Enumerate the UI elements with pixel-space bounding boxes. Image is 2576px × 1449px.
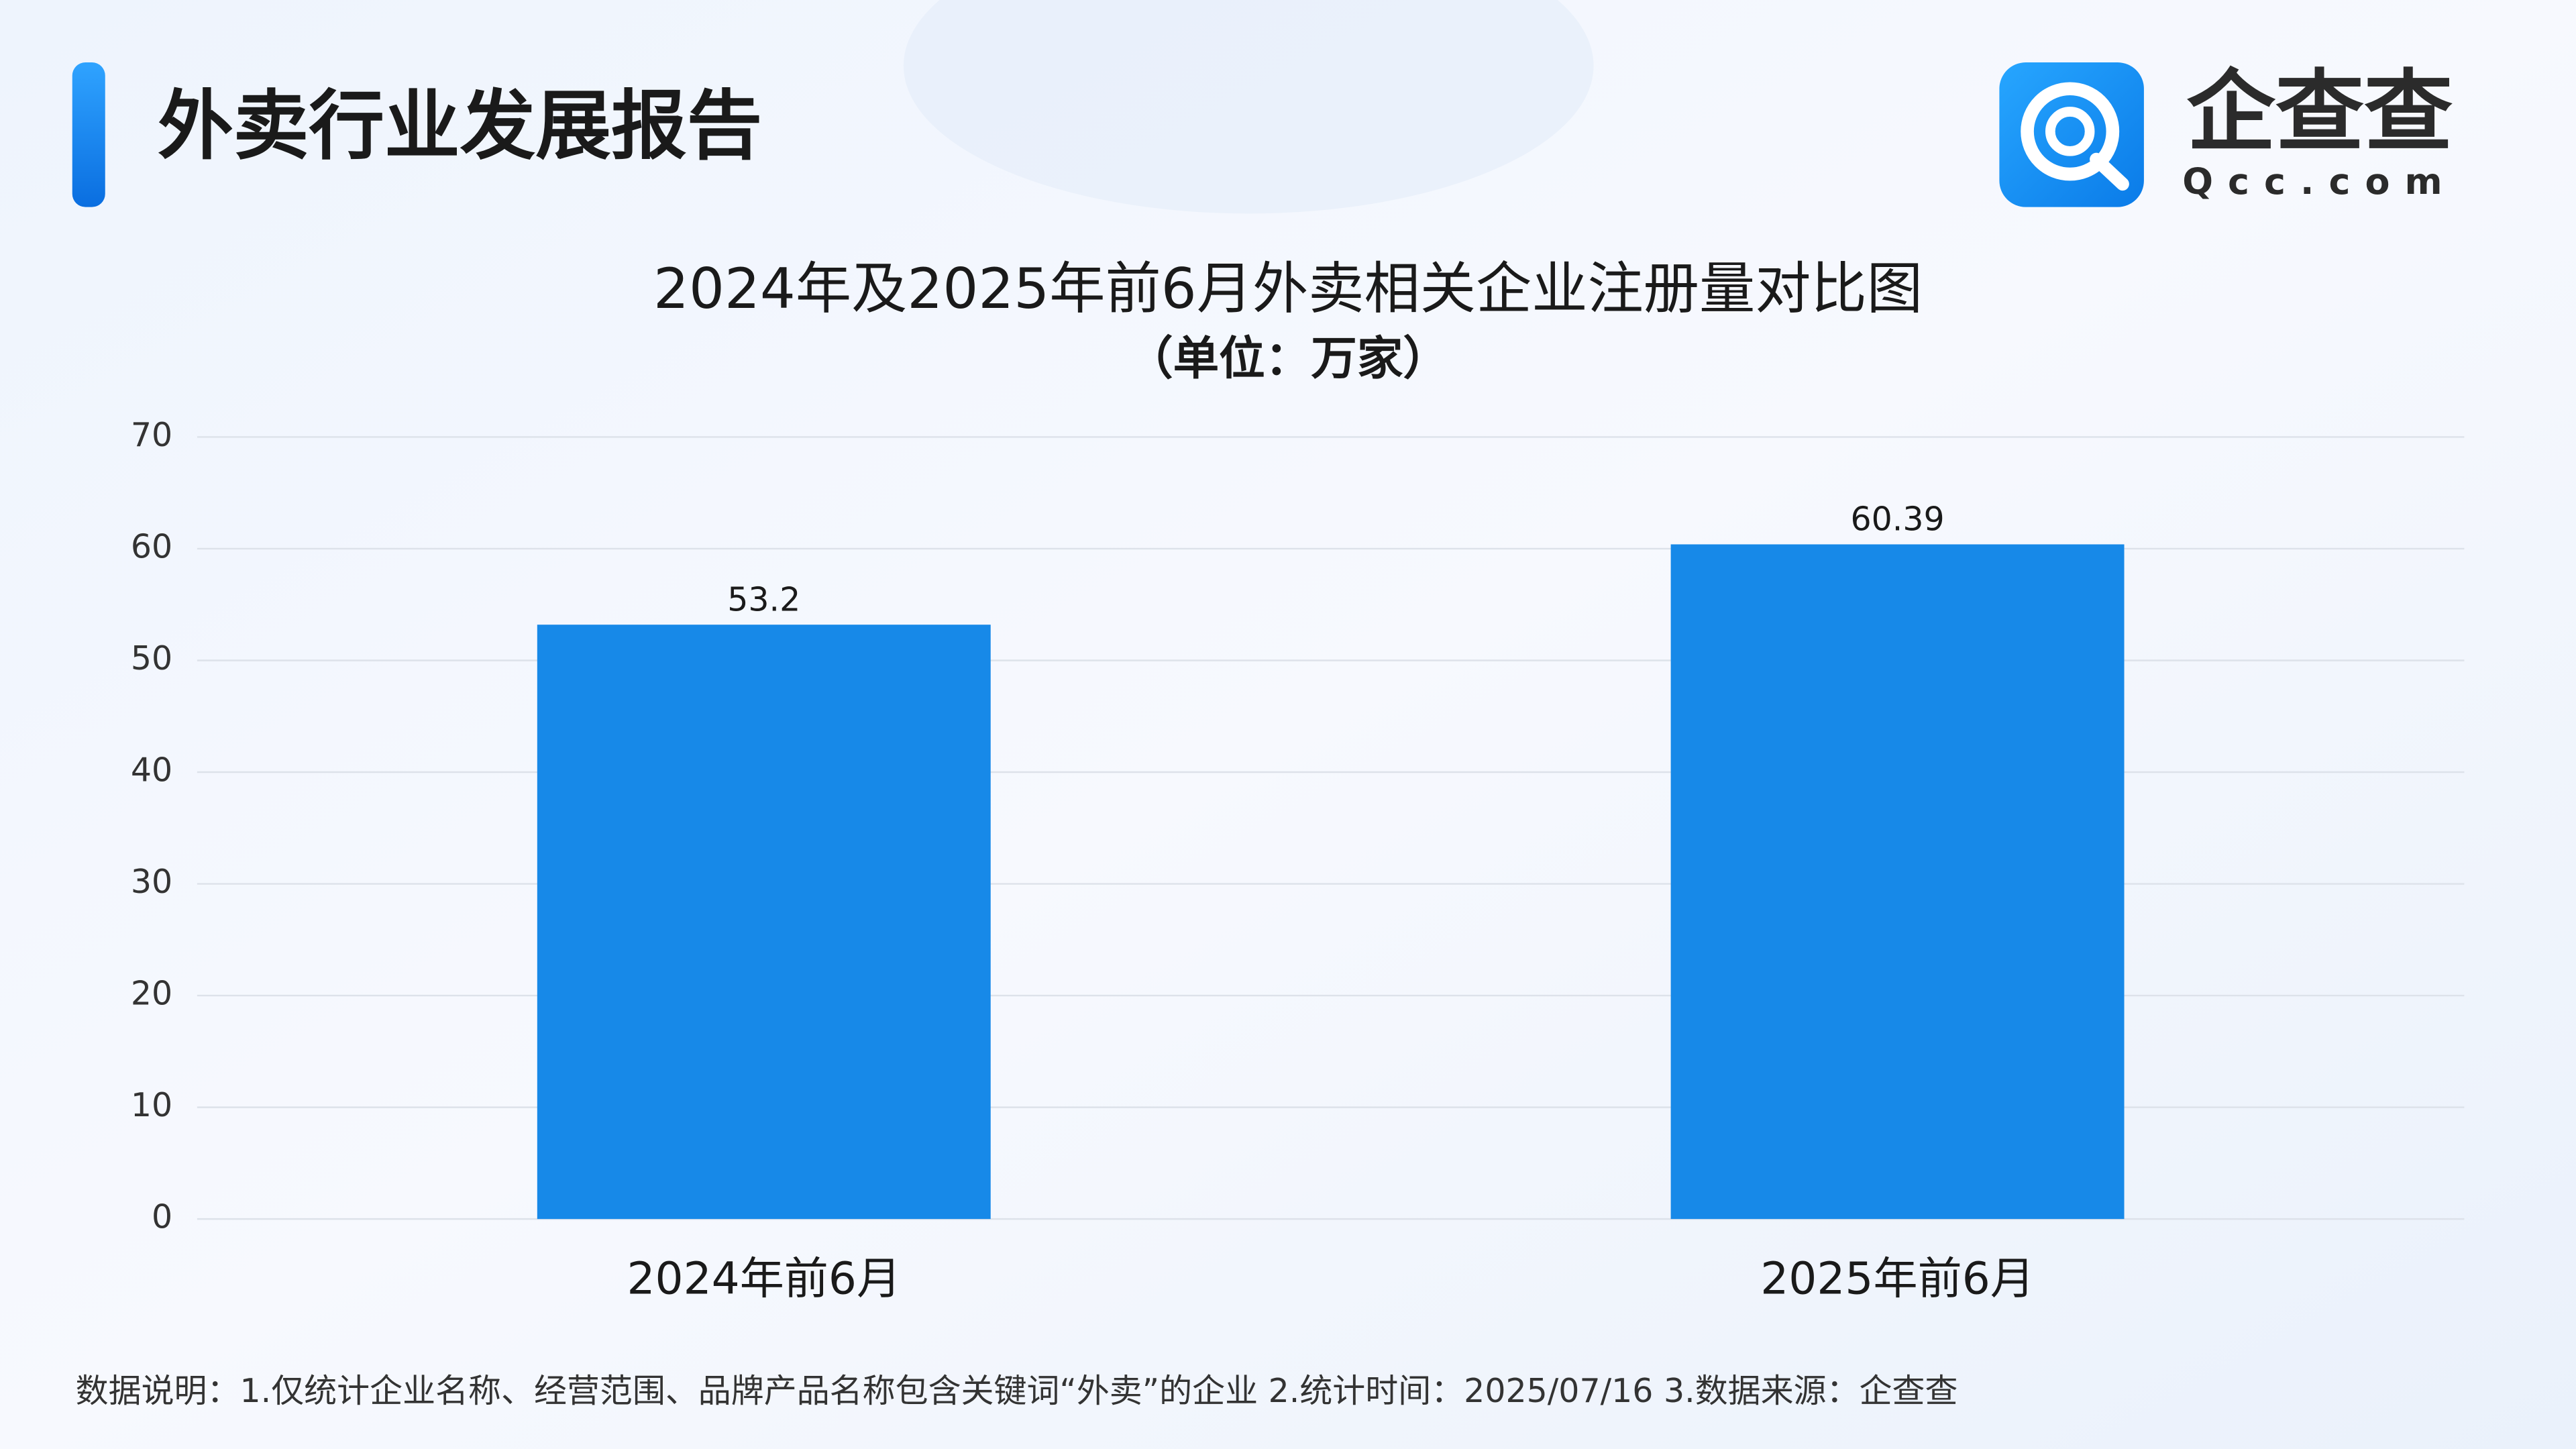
y-tick-label: 10 [131,1086,172,1124]
y-tick-label: 0 [152,1198,172,1236]
logo-domain: Qcc.com [2182,160,2457,203]
y-tick-label: 20 [131,975,172,1013]
value-label: 60.39 [1850,500,1944,539]
logo-icon [2021,82,2120,181]
y-tick-label: 50 [131,639,172,678]
y-tick-label: 40 [131,751,172,790]
chart-subtitle: （单位：万家） [1127,332,1449,386]
decor [904,0,1594,214]
logo-icon [2090,152,2129,191]
x-tick-label: 2025年前6月 [1760,1252,2035,1304]
title-accent [72,62,105,207]
bar [537,625,991,1220]
x-tick-label: 2024年前6月 [627,1252,901,1304]
bar [1670,544,2125,1220]
value-label: 53.2 [727,580,800,619]
y-tick-label: 70 [131,416,172,454]
footnote: 数据说明：1.仅统计企业名称、经营范围、品牌产品名称包含关键词“外卖”的企业 2… [76,1372,1958,1410]
y-tick-label: 60 [131,527,172,566]
logo-name: 企查查 [2187,60,2453,164]
chart-title: 2024年及2025年前6月外卖相关企业注册量对比图 [653,256,1923,321]
page-title: 外卖行业发展报告 [158,82,762,170]
y-tick-label: 30 [131,863,172,901]
logo-icon [2045,107,2095,156]
